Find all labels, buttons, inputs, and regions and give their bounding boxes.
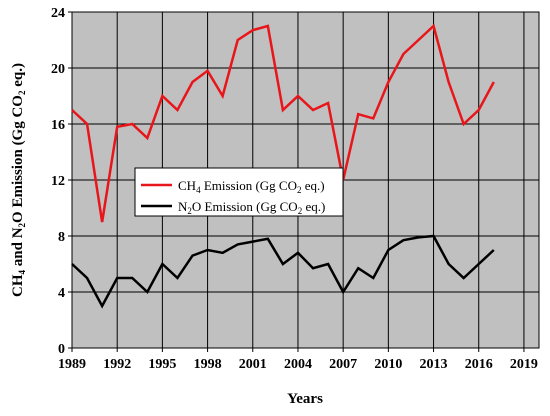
- x-tick-label: 2016: [465, 357, 493, 372]
- series-lines: [71, 23, 495, 309]
- x-tick-label: 1992: [103, 357, 131, 372]
- y-tick-label: 16: [51, 118, 65, 133]
- legend-box: [134, 167, 344, 217]
- x-tick-label: 2004: [284, 357, 312, 372]
- y-tick-label: 24: [51, 6, 65, 21]
- y-tick-label: 20: [51, 62, 65, 77]
- y-tick-label: 4: [58, 286, 65, 301]
- x-tick-label: 2007: [329, 357, 357, 372]
- x-tick-label: 2010: [374, 357, 402, 372]
- legend-label-ch4: CH4 Emission (Gg CO2 eq.): [178, 178, 325, 195]
- x-tick-label: 1989: [58, 357, 86, 372]
- y-tick-label: 0: [58, 342, 65, 357]
- x-tick-label: 1995: [148, 357, 176, 372]
- series-line-n2o: [71, 234, 495, 309]
- y-tick-label: 12: [51, 174, 65, 189]
- x-tick-label: 2001: [239, 357, 267, 372]
- x-tick-label: 1998: [194, 357, 222, 372]
- y-axis-title: CH4 and N2O Emission (Gg CO2 eq.): [10, 63, 27, 297]
- grid-lines: [72, 12, 539, 348]
- legend: CH4 Emission (Gg CO2 eq.) N2O Emission (…: [134, 167, 344, 217]
- y-tick-label: 8: [58, 230, 65, 245]
- series-line-ch4: [71, 23, 495, 223]
- x-tick-label: 2019: [510, 357, 538, 372]
- x-tick-label: 2013: [420, 357, 448, 372]
- axis-ticks: 1989 1992 1995 1998 2001 2004 2007 2010 2013 2016…: [51, 6, 538, 372]
- legend-label-n2o: N2O Emission (Gg CO2 eq.): [178, 199, 325, 216]
- x-axis-title: Years: [287, 391, 323, 407]
